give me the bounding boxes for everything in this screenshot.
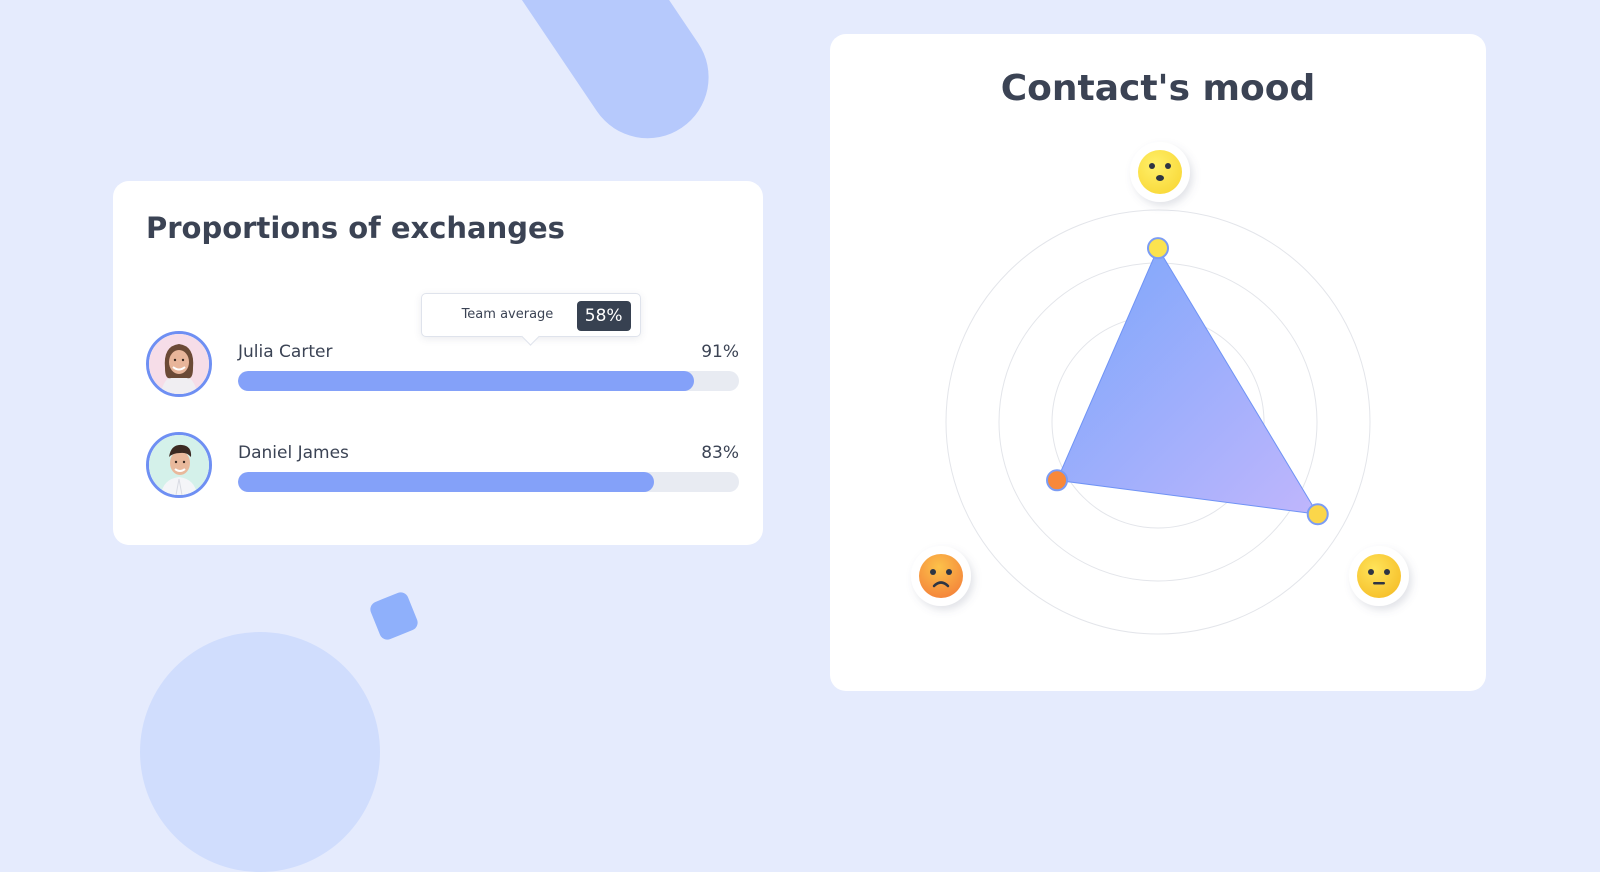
exchanges-card: Proportions of exchanges Julia Carter 91… bbox=[113, 181, 763, 545]
member-row-daniel-james[interactable]: Daniel James 83% bbox=[146, 432, 739, 498]
happy-face-icon bbox=[1130, 142, 1190, 202]
daniel-avatar-icon bbox=[149, 435, 209, 495]
julia-avatar-icon bbox=[149, 334, 209, 394]
team-average-tooltip: Team average 58% bbox=[420, 293, 641, 346]
mood-title: Contact's mood bbox=[1000, 68, 1316, 109]
progress-track bbox=[238, 371, 739, 391]
avatar bbox=[146, 331, 212, 397]
radar-point-happy[interactable] bbox=[1147, 237, 1169, 260]
tooltip-label: Team average bbox=[461, 307, 554, 322]
sad-face-icon bbox=[911, 546, 971, 606]
exchanges-title: Proportions of exchanges bbox=[146, 211, 565, 245]
neutral-face-icon bbox=[1349, 546, 1409, 606]
avatar bbox=[146, 432, 212, 498]
tooltip-value-badge: 58% bbox=[576, 301, 631, 331]
decorative-square-shape bbox=[367, 589, 421, 643]
member-name: Daniel James bbox=[238, 443, 349, 463]
member-percent: 83% bbox=[701, 443, 739, 463]
progress-fill bbox=[238, 472, 654, 492]
mood-card: Contact's mood bbox=[830, 34, 1486, 691]
decorative-circle-shape bbox=[140, 632, 380, 872]
radar-point-sad[interactable] bbox=[1046, 469, 1069, 492]
member-row-julia-carter[interactable]: Julia Carter 91% bbox=[146, 331, 739, 397]
member-name: Julia Carter bbox=[238, 342, 333, 362]
member-percent: 91% bbox=[701, 342, 739, 362]
progress-fill bbox=[238, 371, 694, 391]
radar-point-neutral[interactable] bbox=[1306, 503, 1329, 526]
mood-area bbox=[1056, 247, 1319, 515]
mood-radar-chart bbox=[911, 142, 1409, 635]
progress-track bbox=[238, 472, 739, 492]
decorative-pill-shape bbox=[485, 0, 733, 162]
radar-ring bbox=[945, 209, 1371, 635]
